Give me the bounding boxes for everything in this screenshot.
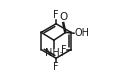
Text: F: F [53,62,59,72]
Text: O: O [59,12,67,22]
Text: OH: OH [74,28,89,38]
Text: F: F [53,10,59,20]
Text: F: F [61,45,67,55]
Text: NH₂: NH₂ [45,48,63,58]
